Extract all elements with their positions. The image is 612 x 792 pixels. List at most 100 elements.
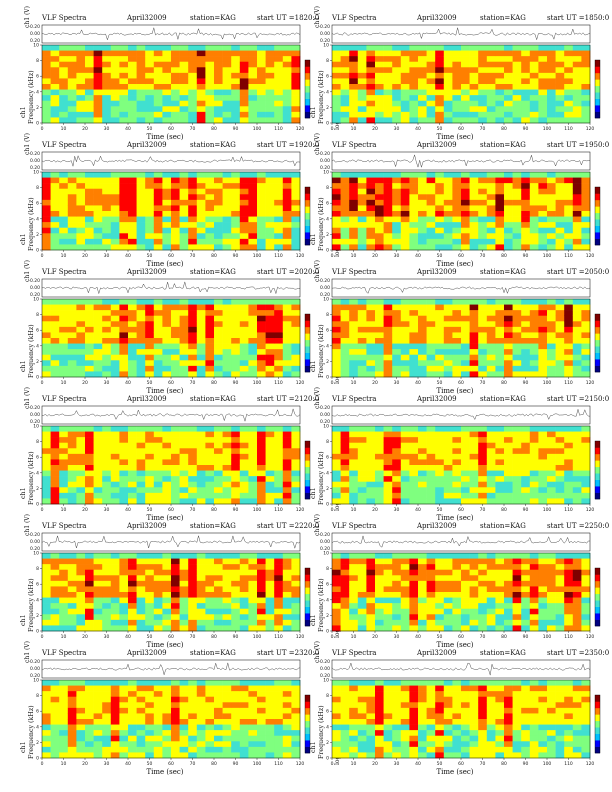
spectrogram-cell: [564, 614, 574, 621]
spectrogram-cell: [282, 343, 292, 350]
spectrogram-cell: [59, 481, 69, 488]
spectrogram-cell: [282, 371, 292, 378]
spectrogram-cell: [102, 465, 112, 471]
spectrogram-cell: [119, 442, 129, 449]
spectrogram-cell: [426, 177, 436, 184]
colorbar-swatch: [305, 105, 310, 112]
spectrogram-cell: [85, 172, 94, 178]
spectrogram-cell: [443, 365, 453, 372]
spectrogram-cell: [231, 183, 241, 190]
spectrogram-cell: [291, 338, 301, 344]
spectrogram-cell: [547, 442, 556, 449]
spectrogram-cell: [349, 338, 359, 344]
spectrogram-cell: [67, 558, 77, 565]
spectrogram-cell: [332, 426, 341, 432]
spectrogram-cell: [257, 238, 266, 245]
spectrogram-cell: [50, 614, 60, 621]
spectrogram-cell: [495, 95, 505, 102]
spectrogram-cell: [179, 498, 189, 505]
spectrogram-cell: [59, 222, 69, 229]
x-tick-label: 100: [253, 507, 262, 513]
spectrogram-cell: [257, 354, 266, 361]
spectrogram-cell: [478, 222, 488, 229]
spectrogram-cell: [564, 45, 574, 51]
spectrogram-cell: [538, 360, 548, 367]
spectrogram-cell: [443, 592, 453, 598]
spectrogram-cell: [400, 338, 410, 344]
spectrogram-cell: [555, 199, 565, 206]
spectrogram-cell: [188, 183, 198, 190]
spectrogram-cell: [291, 564, 301, 571]
spectrogram-cell: [486, 238, 496, 245]
spectrogram-cell: [332, 558, 341, 565]
spectrogram-cell: [435, 592, 445, 598]
spectrogram-cell: [153, 603, 163, 610]
spectrogram-cell: [392, 216, 402, 223]
spectrogram-cell: [59, 431, 69, 438]
spectrogram-cell: [332, 448, 341, 455]
spectrogram-cell: [512, 310, 522, 317]
y-tick-label: 8: [326, 312, 329, 318]
spectrogram-cell: [426, 84, 436, 90]
spectrogram-cell: [257, 199, 266, 206]
spectrogram-cell: [504, 304, 513, 311]
x-tick-label: 80: [501, 380, 507, 386]
spectrogram-cell: [366, 227, 376, 234]
spectrogram-cell: [469, 117, 479, 124]
x-tick-label: 70: [190, 126, 196, 132]
spectrogram-cell: [257, 343, 266, 350]
spectrogram-cell: [205, 117, 215, 124]
spectrogram-cell: [486, 299, 496, 305]
spectrogram-cell: [128, 564, 137, 571]
spectrogram-cell: [153, 448, 163, 455]
spectrogram-cell: [214, 365, 223, 372]
spectrogram-cell: [136, 470, 146, 477]
spectrogram-cell: [349, 95, 359, 102]
spectrogram-cell: [426, 304, 436, 311]
spectrogram-cell: [42, 360, 51, 367]
spectrogram-cell: [196, 431, 206, 438]
x-tick-label: 10: [61, 380, 67, 386]
spectrogram-cell: [375, 492, 384, 499]
y-tick-label: 8: [326, 185, 329, 191]
spectrogram-cell: [145, 338, 155, 344]
spectrogram-cell: [171, 117, 180, 124]
spectrogram-cell: [50, 592, 60, 598]
spectrogram-cell: [153, 56, 163, 63]
spectrogram-cell: [572, 354, 582, 361]
spectrogram-cell: [547, 426, 556, 432]
spectrogram-cell: [291, 315, 301, 322]
spectrogram-cell: [239, 498, 249, 505]
spectrogram-cell: [538, 222, 548, 229]
panel-start-time: start UT =2320:0: [257, 649, 320, 657]
spectrogram-cell: [392, 481, 402, 488]
spectrogram-cell: [418, 304, 427, 311]
spectrogram-cell: [426, 575, 436, 582]
spectrogram-cell: [400, 492, 410, 499]
spectrogram-cell: [291, 326, 301, 333]
spectrogram-cell: [239, 326, 249, 333]
spectrogram-cell: [504, 564, 513, 571]
spectrogram-cell: [375, 371, 384, 378]
spectrogram-cell: [162, 117, 172, 124]
spectrogram-cell: [239, 481, 249, 488]
spectrogram-cell: [42, 299, 51, 305]
spectrogram-cell: [102, 487, 112, 494]
spectrogram-cell: [85, 470, 94, 477]
spectrogram-cell: [555, 459, 565, 466]
spectrogram-cell: [257, 216, 266, 223]
spectrogram-cell: [274, 619, 284, 626]
spectrogram-cell: [205, 332, 215, 339]
spectrogram-cell: [521, 442, 531, 449]
spectrogram-cell: [76, 177, 86, 184]
spectrogram-cell: [222, 558, 232, 565]
spectrogram-cell: [128, 84, 137, 90]
spectrogram-cell: [521, 360, 531, 367]
spectrogram-cell: [248, 89, 258, 96]
spectrogram-cell: [529, 56, 539, 63]
spectrogram-cell: [179, 481, 189, 488]
spectrogram-cell: [196, 371, 206, 378]
spectrogram-cell: [282, 465, 292, 471]
spectrogram-cell: [340, 100, 350, 107]
colorbar-swatch: [595, 453, 600, 461]
